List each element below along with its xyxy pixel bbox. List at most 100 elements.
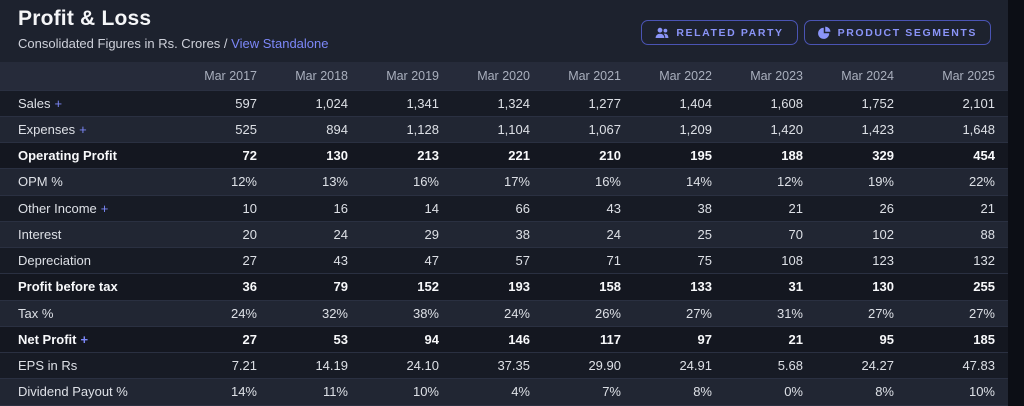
cell-value: 108 — [712, 247, 803, 275]
column-header: Mar 2024 — [803, 62, 894, 91]
pie-chart-icon — [817, 26, 831, 39]
cell-value: 16 — [257, 195, 348, 222]
column-header: Mar 2021 — [530, 62, 621, 91]
column-header: Mar 2023 — [712, 62, 803, 91]
column-header: Mar 2019 — [348, 62, 439, 91]
table-row: Sales + 597 1,024 1,341 1,324 1,277 1,404 1,608… — [0, 90, 1008, 117]
related-party-button[interactable]: RELATED PARTY — [641, 20, 798, 45]
page-title: Profit & Loss — [18, 7, 152, 30]
cell-value: 2,101 — [894, 90, 1008, 117]
cell-value: 37.35 — [439, 352, 530, 380]
title-block: Profit & Loss Consolidated Figures in Rs… — [18, 0, 329, 62]
cell-value: 329 — [803, 142, 894, 170]
row-label: Dividend Payout % — [18, 384, 128, 400]
cell-value: 1,277 — [530, 90, 621, 117]
row-label: Operating Profit — [18, 148, 117, 164]
cell-value: 1,024 — [257, 90, 348, 117]
cell-value: 17% — [439, 168, 530, 196]
cell-value: 1,067 — [530, 116, 621, 144]
cell-value: 12% — [712, 168, 803, 196]
cell-value: 27 — [166, 326, 257, 354]
column-header: Mar 2020 — [439, 62, 530, 91]
cell-value: 27 — [166, 247, 257, 275]
expand-toggle[interactable]: + — [79, 121, 87, 137]
cell-value: 195 — [621, 142, 712, 170]
table-row: EPS in Rs 7.21 14.19 24.10 37.35 29.90 24.91 5… — [0, 352, 1008, 380]
label-column-header — [0, 62, 166, 91]
cell-value: 20 — [166, 221, 257, 249]
cell-value: 454 — [894, 142, 1008, 170]
expand-toggle[interactable]: + — [100, 200, 109, 216]
column-header: Mar 2022 — [621, 62, 712, 91]
cell-value: 27% — [894, 300, 1008, 327]
cell-value: 38 — [439, 221, 530, 249]
view-standalone-link[interactable]: View Standalone — [231, 36, 329, 51]
cell-value: 133 — [621, 273, 712, 301]
cell-value: 221 — [439, 142, 530, 170]
cell-value: 185 — [894, 326, 1008, 354]
cell-value: 8% — [621, 378, 712, 406]
table-row: Profit before tax 36 79 152 193 158 133 31 130 2… — [0, 273, 1008, 301]
product-segments-label: PRODUCT SEGMENTS — [837, 26, 977, 39]
table-row: Net Profit + 27 53 94 146 117 97 21 95 185 — [0, 326, 1008, 354]
cell-value: 193 — [439, 273, 530, 301]
cell-value: 47 — [348, 247, 439, 275]
cell-value: 1,341 — [348, 90, 439, 117]
cell-value: 255 — [894, 273, 1008, 301]
expand-toggle[interactable]: + — [80, 331, 89, 347]
cell-value: 24% — [439, 300, 530, 327]
table-row: Interest 20 24 29 38 24 25 70 102 88 — [0, 221, 1008, 249]
cell-value: 22% — [894, 168, 1008, 196]
cell-value: 72 — [166, 142, 257, 170]
row-label: EPS in Rs — [18, 358, 78, 374]
subtitle: Consolidated Figures in Rs. Crores / Vie… — [18, 36, 329, 51]
profit-loss-table: Mar 2017 Mar 2018 Mar 2019 Mar 2020 Mar 2021… — [0, 62, 1008, 406]
table-header-row: Mar 2017 Mar 2018 Mar 2019 Mar 2020 Mar 2021… — [0, 62, 1008, 91]
cell-value: 21 — [894, 195, 1008, 222]
cell-value: 24 — [257, 221, 348, 249]
product-segments-button[interactable]: PRODUCT SEGMENTS — [803, 20, 991, 45]
cell-value: 75 — [621, 247, 712, 275]
section-header: Profit & Loss Consolidated Figures in Rs… — [0, 0, 1008, 62]
cell-value: 4% — [439, 378, 530, 406]
table-row: Operating Profit 72 130 213 221 210 195 188 329… — [0, 142, 1008, 170]
cell-value: 525 — [166, 116, 257, 144]
cell-value: 16% — [348, 168, 439, 196]
cell-value: 1,420 — [712, 116, 803, 144]
expand-toggle[interactable]: + — [54, 95, 63, 111]
cell-value: 12% — [166, 168, 257, 196]
cell-value: 24 — [530, 221, 621, 249]
cell-value: 13% — [257, 168, 348, 196]
cell-value: 29.90 — [530, 352, 621, 380]
cell-value: 16% — [530, 168, 621, 196]
cell-value: 19% — [803, 168, 894, 196]
cell-value: 43 — [257, 247, 348, 275]
cell-value: 152 — [348, 273, 439, 301]
cell-value: 188 — [712, 142, 803, 170]
cell-value: 29 — [348, 221, 439, 249]
cell-value: 210 — [530, 142, 621, 170]
cell-value: 0% — [712, 378, 803, 406]
cell-value: 10% — [348, 378, 439, 406]
cell-value: 26% — [530, 300, 621, 327]
cell-value: 24.10 — [348, 352, 439, 380]
users-icon — [655, 27, 669, 39]
cell-value: 24% — [166, 300, 257, 327]
table-row: Tax % 24% 32% 38% 24% 26% 27% 31% 27% 27% — [0, 300, 1008, 327]
row-label: Interest — [18, 226, 62, 242]
header-actions: RELATED PARTY PRODUCT SEGMENTS — [641, 20, 991, 62]
cell-value: 31% — [712, 300, 803, 327]
cell-value: 27% — [621, 300, 712, 327]
cell-value: 88 — [894, 221, 1008, 249]
cell-value: 71 — [530, 247, 621, 275]
column-header: Mar 2025 — [894, 62, 1008, 91]
cell-value: 14 — [348, 195, 439, 222]
cell-value: 132 — [894, 247, 1008, 275]
cell-value: 10 — [166, 195, 257, 222]
cell-value: 25 — [621, 221, 712, 249]
cell-value: 102 — [803, 221, 894, 249]
cell-value: 7% — [530, 378, 621, 406]
cell-value: 1,423 — [803, 116, 894, 144]
row-label: Tax % — [18, 305, 54, 321]
cell-value: 97 — [621, 326, 712, 354]
